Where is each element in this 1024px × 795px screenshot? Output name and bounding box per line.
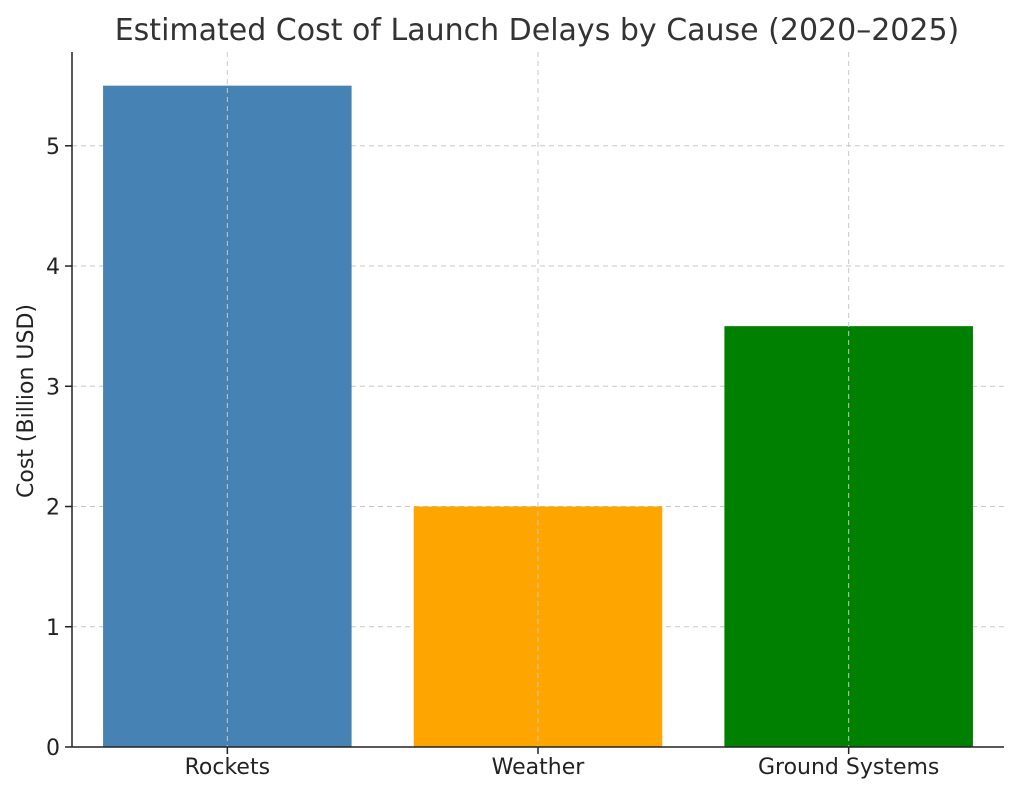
- tick-labels: 0 1 2 3 4 5 Rockets Weather Ground Systems: [46, 135, 939, 780]
- axes: [65, 52, 1004, 754]
- x-tick-label-weather: Weather: [492, 755, 586, 780]
- chart-title: Estimated Cost of Launch Delays by Cause…: [115, 13, 960, 48]
- y-axis-label: Cost (Billion USD): [14, 304, 39, 498]
- y-tick-label-2: 2: [46, 496, 60, 521]
- y-tick-label-3: 3: [46, 375, 60, 400]
- y-tick-label-1: 1: [46, 616, 60, 641]
- bar-weather: [413, 506, 663, 747]
- x-tick-label-ground-systems: Ground Systems: [758, 755, 939, 780]
- y-tick-label-5: 5: [46, 135, 60, 160]
- y-tick-label-4: 4: [46, 255, 60, 280]
- x-tick-label-rockets: Rockets: [185, 755, 270, 780]
- y-tick-label-0: 0: [46, 736, 60, 761]
